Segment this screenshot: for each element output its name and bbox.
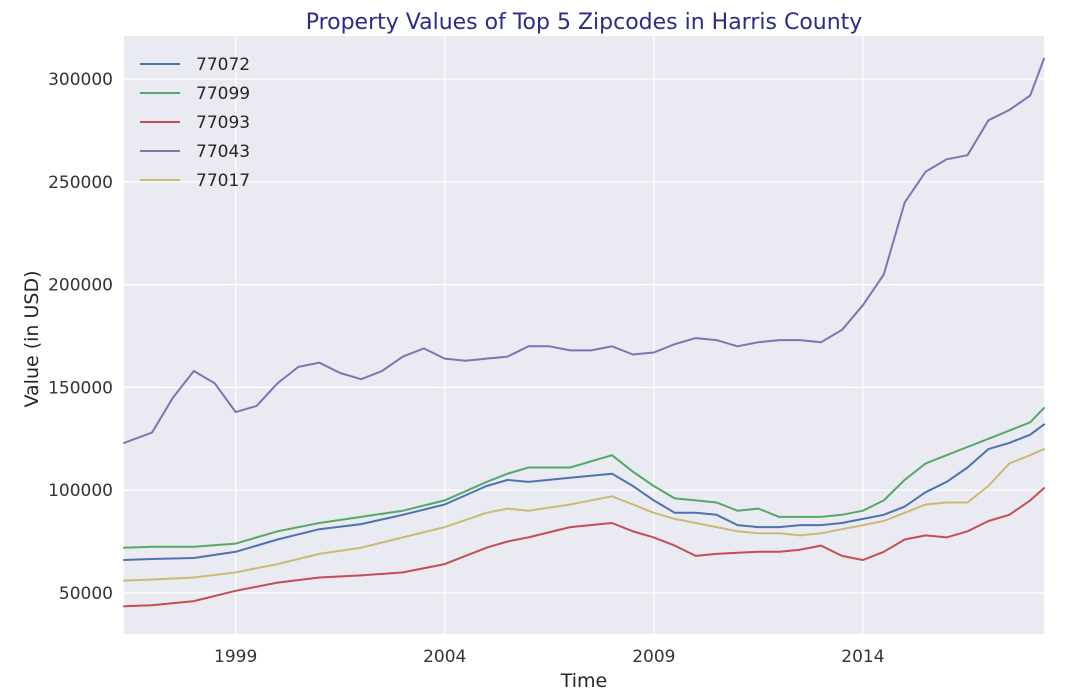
legend-label-77099: 77099: [196, 84, 250, 104]
chart-title: Property Values of Top 5 Zipcodes in Har…: [306, 10, 863, 35]
y-tick-label: 250000: [48, 173, 113, 193]
y-tick-label: 50000: [59, 584, 113, 604]
x-tick-label: 2014: [841, 647, 884, 667]
x-tick-label: 1999: [214, 647, 257, 667]
x-tick-label: 2009: [632, 647, 675, 667]
series-group: [123, 57, 1045, 608]
grid: [124, 36, 1044, 634]
legend-label-77017: 77017: [196, 171, 250, 191]
plot-background: [124, 36, 1044, 634]
legend-label-77093: 77093: [196, 113, 250, 133]
y-axis-label: Value (in USD): [21, 271, 43, 408]
series-line-77072: [123, 423, 1045, 561]
series-line-77093: [123, 487, 1045, 608]
y-tick-label: 300000: [48, 70, 113, 90]
legend: 77072 77099 77093 77043 77017: [140, 55, 250, 191]
legend-label-77072: 77072: [196, 55, 250, 75]
legend-label-77043: 77043: [196, 142, 250, 162]
y-tick-label: 150000: [48, 378, 113, 398]
series-line-77099: [123, 407, 1045, 549]
series-line-77043: [123, 57, 1045, 444]
x-axis-label: Time: [560, 670, 608, 692]
y-tick-label: 200000: [48, 276, 113, 296]
y-tick-label: 100000: [48, 481, 113, 501]
x-tick-label: 2004: [423, 647, 466, 667]
series-line-77017: [123, 448, 1045, 582]
tick-labels: 1999 2004 2009 2014 50000 100000 150000 200000 2…: [48, 70, 884, 667]
